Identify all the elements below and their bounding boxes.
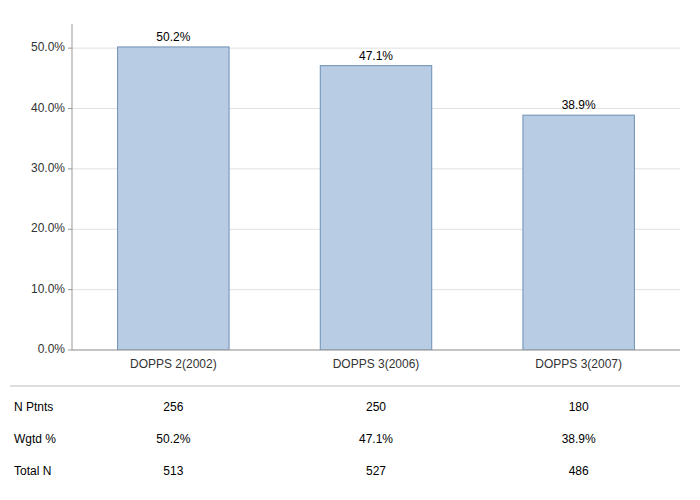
category-label: DOPPS 2(2002) bbox=[130, 357, 217, 371]
chart: 0.0% 10.0% 20.0% 30.0% 40.0% 50.0% 50.2% 47.1% 3… bbox=[0, 0, 700, 500]
tick-mark bbox=[68, 48, 72, 49]
tick-label: 40.0% bbox=[31, 101, 65, 115]
bar bbox=[320, 66, 431, 350]
tick-label: 20.0% bbox=[31, 221, 65, 235]
table-row-label: Wgtd % bbox=[14, 432, 56, 446]
table-cell: 250 bbox=[366, 400, 386, 414]
table-cell: 486 bbox=[569, 464, 589, 478]
y-axis-line bbox=[72, 24, 73, 350]
table-row-label: Total N bbox=[14, 464, 51, 478]
data-label: 38.9% bbox=[562, 98, 596, 112]
tick-mark bbox=[68, 289, 72, 290]
table-cell: 50.2% bbox=[156, 432, 190, 446]
category-label: DOPPS 3(2007) bbox=[535, 357, 622, 371]
tick-mark bbox=[68, 168, 72, 169]
tick-label: 30.0% bbox=[31, 161, 65, 175]
grid-line bbox=[72, 350, 680, 351]
table-row-label: N Ptnts bbox=[14, 400, 53, 414]
data-label: 50.2% bbox=[156, 30, 190, 44]
x-axis-line bbox=[72, 350, 680, 351]
bar bbox=[118, 47, 229, 350]
tick-mark bbox=[68, 350, 72, 351]
data-labels: 50.2% 47.1% 38.9% bbox=[156, 30, 596, 112]
tick-mark bbox=[68, 229, 72, 230]
category-label: DOPPS 3(2006) bbox=[333, 357, 420, 371]
y-axis: 0.0% 10.0% 20.0% 30.0% 40.0% 50.0% bbox=[31, 24, 72, 356]
table-cell: 47.1% bbox=[359, 432, 393, 446]
bars bbox=[118, 47, 635, 350]
table-separator bbox=[10, 386, 680, 387]
table-cell: 513 bbox=[163, 464, 183, 478]
x-axis: DOPPS 2(2002) DOPPS 3(2006) DOPPS 3(2007) bbox=[130, 357, 622, 371]
tick-label: 10.0% bbox=[31, 282, 65, 296]
chart-container: 0.0% 10.0% 20.0% 30.0% 40.0% 50.0% 50.2% 47.1% 3… bbox=[0, 0, 700, 500]
table-cell: 256 bbox=[163, 400, 183, 414]
data-label: 47.1% bbox=[359, 49, 393, 63]
table-cell: 527 bbox=[366, 464, 386, 478]
tick-mark bbox=[68, 108, 72, 109]
table-cell: 180 bbox=[569, 400, 589, 414]
tick-label: 50.0% bbox=[31, 40, 65, 54]
table-cell: 38.9% bbox=[562, 432, 596, 446]
tick-label: 0.0% bbox=[38, 342, 66, 356]
bar bbox=[523, 115, 634, 350]
table: N Ptnts 256 250 180 Wgtd % 50.2% 47.1% 38.9% Tot… bbox=[10, 386, 680, 478]
